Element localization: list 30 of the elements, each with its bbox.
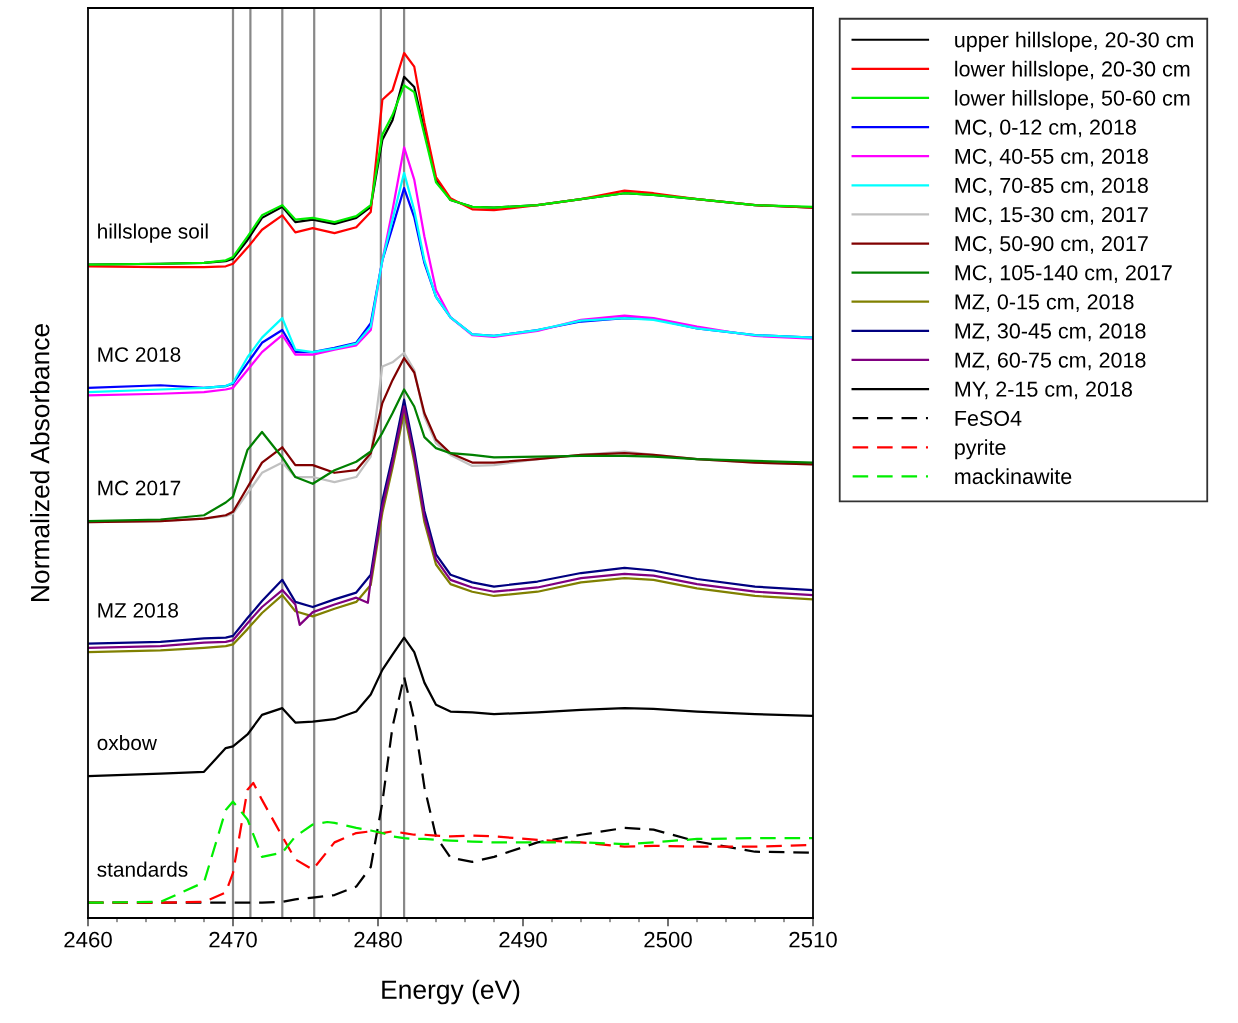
legend-label: MC, 40-55 cm, 2018 <box>955 148 1148 167</box>
x-tick-label: 2460 <box>64 931 112 948</box>
legend-label: MC, 50-90 cm, 2017 <box>955 236 1148 254</box>
legend-label: lower hillslope, 50-60 cm <box>955 89 1190 110</box>
x-tick-label: 2510 <box>789 931 837 948</box>
annotation: oxbow <box>97 734 157 751</box>
x-tick-label: 2480 <box>354 931 402 948</box>
legend-label: MC, 105-140 cm, 2017 <box>955 265 1172 283</box>
annotation: MC 2018 <box>98 347 181 362</box>
legend-label: MZ, 30-45 cm, 2018 <box>955 323 1146 342</box>
x-tick-label: 2490 <box>499 931 547 948</box>
legend-label: upper hillslope, 20-30 cm <box>955 31 1193 52</box>
annotation: MZ 2018 <box>98 602 179 618</box>
legend-label: MC, 15-30 cm, 2017 <box>955 206 1148 225</box>
x-tick-label: 2470 <box>209 931 257 948</box>
legend-label: lower hillslope, 20-30 cm <box>955 60 1190 81</box>
y-axis-title: Normalized Absorbance <box>30 324 50 601</box>
x-tick-label: 2500 <box>644 931 692 948</box>
legend-label: mackinawite <box>955 468 1072 485</box>
legend-label: MZ, 0-15 cm, 2018 <box>955 294 1134 313</box>
legend-label: MY, 2-15 cm, 2018 <box>955 381 1132 400</box>
legend-label: MZ, 60-75 cm, 2018 <box>955 352 1146 371</box>
annotation: standards <box>97 861 188 877</box>
legend-label: pyrite <box>955 439 1006 460</box>
legend-label: MC, 70-85 cm, 2018 <box>955 177 1148 196</box>
annotation: MC 2017 <box>98 480 181 496</box>
annotation: hillslope soil <box>98 223 208 243</box>
legend-label: MC, 0-12 cm, 2018 <box>955 119 1136 138</box>
legend-label: FeSO4 <box>955 410 1022 426</box>
x-axis-title: Energy (eV) <box>382 979 520 1005</box>
